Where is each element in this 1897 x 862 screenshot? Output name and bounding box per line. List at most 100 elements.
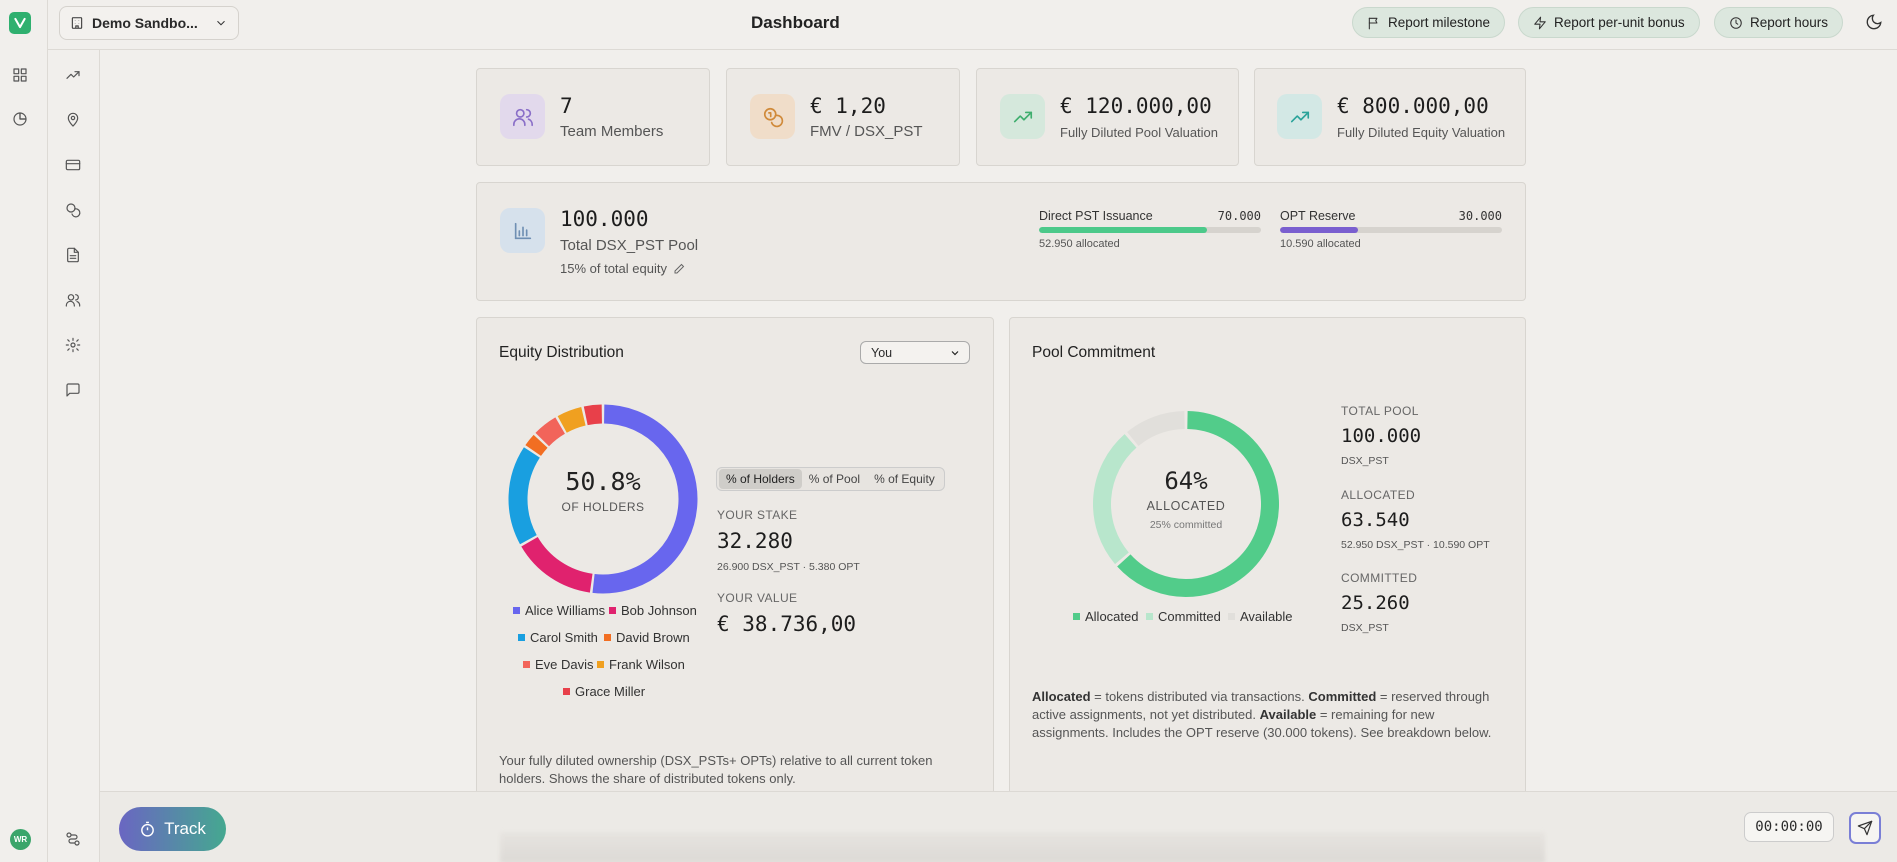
donut-center-label: OF HOLDERS (561, 500, 645, 514)
progress-fill (1280, 227, 1359, 233)
legend-item: Grace Miller (563, 684, 645, 699)
gear-icon[interactable] (62, 334, 84, 356)
theme-toggle-icon[interactable] (1865, 13, 1885, 33)
timer-display: 00:00:00 (1744, 812, 1834, 842)
stopwatch-icon (141, 821, 154, 837)
track-button[interactable]: Track (119, 807, 226, 851)
workflow-icon[interactable] (62, 828, 84, 850)
committed-unit: DSX_PST (1341, 622, 1389, 634)
donut-segment-alice-williams[interactable] (592, 404, 698, 594)
donut-segment-grace-miller[interactable] (583, 404, 603, 426)
apps-grid-icon[interactable] (9, 64, 31, 86)
users-icon[interactable] (62, 289, 84, 311)
document-icon[interactable] (62, 244, 84, 266)
legend-item: David Brown (604, 630, 690, 645)
stat-value: € 1,20 (810, 94, 886, 118)
coins-icon (750, 94, 795, 139)
send-button[interactable] (1849, 812, 1881, 844)
holder-select[interactable]: You (860, 341, 970, 364)
nav-rail (48, 50, 100, 862)
stat-value: € 800.000,00 (1337, 94, 1489, 118)
trending-up-icon[interactable] (62, 64, 84, 86)
direct-pst-issuance-bar: Direct PST Issuance 70.000 52.950 allocat… (1039, 209, 1261, 250)
map-pin-icon[interactable] (62, 109, 84, 131)
allocated-label: ALLOCATED (1341, 488, 1416, 502)
donut-segment-allocated[interactable] (1117, 411, 1279, 597)
donut-segment-bob-johnson[interactable] (521, 536, 593, 593)
report-hours-button[interactable]: Report hours (1714, 7, 1844, 38)
stake-value: 32.280 (717, 529, 793, 553)
chevron-down-icon (951, 350, 959, 355)
stat-card-fmv: € 1,20 FMV / DSX_PST (726, 68, 960, 166)
equity-distribution-card: Equity Distribution You 50.8% OF HOLDERS… (476, 317, 994, 797)
pool-label: Total DSX_PST Pool (560, 237, 699, 254)
trending-up-icon (1277, 94, 1322, 139)
legend-item: Allocated (1073, 609, 1138, 624)
donut-center-value: 64% (1164, 467, 1208, 495)
progress-fill (1039, 227, 1207, 233)
view-mode-tabs: % of Holders % of Pool % of Equity (716, 467, 945, 491)
opt-reserve-bar: OPT Reserve 30.000 10.590 allocated (1280, 209, 1502, 250)
donut-segment-carol-smith[interactable] (508, 447, 540, 545)
tab-percent-of-holders[interactable]: % of Holders (719, 469, 802, 489)
clock-icon (1730, 16, 1742, 29)
app-rail: WR (0, 0, 48, 862)
total-pool-label: TOTAL POOL (1341, 404, 1419, 418)
chat-icon[interactable] (62, 379, 84, 401)
bar-chart-icon (500, 208, 545, 253)
section-title: Pool Commitment (1032, 344, 1156, 361)
value-amount: € 38.736,00 (717, 612, 857, 636)
chevron-down-icon (217, 20, 225, 26)
tab-percent-of-equity[interactable]: % of Equity (874, 472, 935, 486)
report-per-unit-bonus-button[interactable]: Report per-unit bonus (1518, 7, 1700, 38)
allocated-breakdown: 52.950 DSX_PST · 10.590 OPT (1341, 539, 1490, 551)
stat-card-team-members: 7 Team Members (476, 68, 710, 166)
total-pool-value: 100.000 (1341, 425, 1422, 447)
credit-card-icon[interactable] (62, 154, 84, 176)
donut-segment-committed[interactable] (1093, 434, 1137, 565)
legend-item: Committed (1146, 609, 1221, 624)
commitment-note: Allocated = tokens distributed via trans… (1032, 689, 1492, 740)
total-pool-unit: DSX_PST (1341, 455, 1389, 467)
tab-percent-of-pool[interactable]: % of Pool (808, 472, 861, 486)
stat-value: 7 (560, 94, 573, 118)
stake-label: YOUR STAKE (717, 508, 798, 522)
legend-item: Carol Smith (518, 630, 598, 645)
donut-center-label: ALLOCATED (1146, 499, 1226, 513)
donut-segment-frank-wilson[interactable] (557, 407, 586, 433)
flag-icon (1368, 17, 1378, 29)
organization-name: Demo Sandbo... (92, 15, 198, 31)
donut-segment-eve-davis[interactable] (535, 417, 566, 447)
stat-card-pool-valuation: € 120.000,00 Fully Diluted Pool Valuatio… (976, 68, 1239, 166)
trending-up-icon (1000, 94, 1045, 139)
legend-item: Frank Wilson (597, 657, 685, 672)
send-icon (1857, 820, 1873, 836)
coins-icon[interactable] (62, 199, 84, 221)
stat-label: Team Members (560, 123, 664, 140)
pool-equity-share[interactable]: 15% of total equity (560, 261, 685, 276)
building-icon (71, 17, 83, 29)
legend-item: Available (1228, 609, 1293, 624)
report-milestone-button[interactable]: Report milestone (1352, 7, 1506, 38)
committed-value: 25.260 (1341, 592, 1410, 614)
stat-card-equity-valuation: € 800.000,00 Fully Diluted Equity Valuat… (1254, 68, 1526, 166)
donut-segment-available[interactable] (1127, 411, 1186, 447)
pencil-icon[interactable] (673, 263, 685, 275)
pie-chart-icon[interactable] (9, 108, 31, 130)
legend-item: Eve Davis (523, 657, 594, 672)
pool-commitment-card: Pool Commitment 64% ALLOCATED 25% commit… (1009, 317, 1526, 797)
donut-segment-david-brown[interactable] (525, 434, 548, 457)
donut-center-value: 50.8% (565, 467, 641, 496)
users-icon (500, 94, 545, 139)
equity-donut-chart (508, 404, 698, 594)
pool-card: 100.000 Total DSX_PST Pool 15% of total … (476, 182, 1526, 301)
zap-icon (1534, 16, 1546, 29)
organization-selector[interactable]: Demo Sandbo... (59, 6, 239, 40)
stat-label: Fully Diluted Equity Valuation (1337, 125, 1506, 140)
section-title: Equity Distribution (499, 344, 624, 361)
avatar[interactable]: WR (10, 829, 31, 850)
app-logo[interactable] (9, 12, 31, 34)
stat-value: € 120.000,00 (1060, 94, 1212, 118)
commitment-donut-chart (1093, 411, 1279, 597)
stat-label: FMV / DSX_PST (810, 123, 923, 140)
